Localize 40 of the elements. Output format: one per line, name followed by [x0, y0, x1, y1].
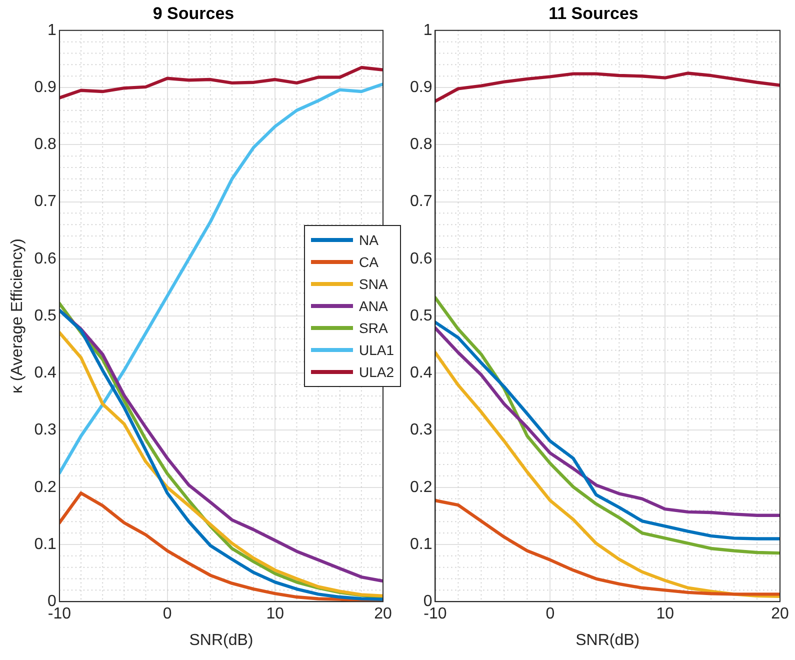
y-tick-label: 1 [423, 22, 432, 39]
legend-label: SNA [359, 276, 388, 292]
x-tick-label: 20 [374, 606, 392, 623]
y-tick-label: 0.5 [410, 307, 432, 324]
y-tick-label: 0.5 [34, 307, 57, 324]
y-tick-label: 1 [48, 22, 57, 39]
legend-label: ULA2 [359, 364, 394, 380]
y-tick-label: 0.8 [34, 136, 57, 154]
y-tick-label: 0.9 [34, 78, 57, 96]
y-tick-label: 0.6 [34, 250, 57, 268]
y-axis-title: κ (Average Efficiency) [9, 238, 26, 394]
y-tick-label: 0.3 [410, 422, 432, 439]
chart-title: 9 Sources [152, 4, 234, 23]
x-tick-label: 0 [546, 606, 555, 623]
x-tick-label: 0 [162, 606, 172, 623]
legend-label: ANA [359, 298, 388, 314]
y-tick-label: 0.8 [410, 136, 432, 154]
y-tick-label: 0.6 [410, 250, 432, 268]
x-tick-label: 10 [656, 606, 674, 623]
legend-label: CA [359, 254, 378, 270]
legend-label: SRA [359, 320, 388, 336]
x-tick-label: -10 [424, 606, 447, 623]
y-tick-label: 0.2 [410, 478, 432, 496]
y-tick-label: 0.7 [34, 193, 57, 210]
chart-title: 11 Sources [548, 4, 638, 23]
y-tick-label: 0.3 [34, 422, 57, 439]
y-tick-label: 0.4 [34, 364, 57, 382]
x-axis-title: SNR(dB) [189, 632, 254, 649]
y-tick-label: 0.7 [410, 193, 432, 210]
x-tick-label: 20 [771, 606, 789, 623]
y-tick-label: 0.1 [410, 536, 432, 553]
legend-label: ULA1 [359, 342, 394, 358]
y-tick-label: 0.9 [410, 78, 432, 96]
x-tick-label: 10 [266, 606, 284, 623]
y-tick-label: 0.1 [34, 536, 57, 553]
legend-label: NA [359, 232, 378, 248]
y-tick-label: 0.4 [410, 364, 432, 382]
x-tick-label: -10 [48, 606, 72, 623]
x-axis-title: SNR(dB) [576, 632, 640, 649]
y-tick-label: 0.2 [34, 478, 57, 496]
